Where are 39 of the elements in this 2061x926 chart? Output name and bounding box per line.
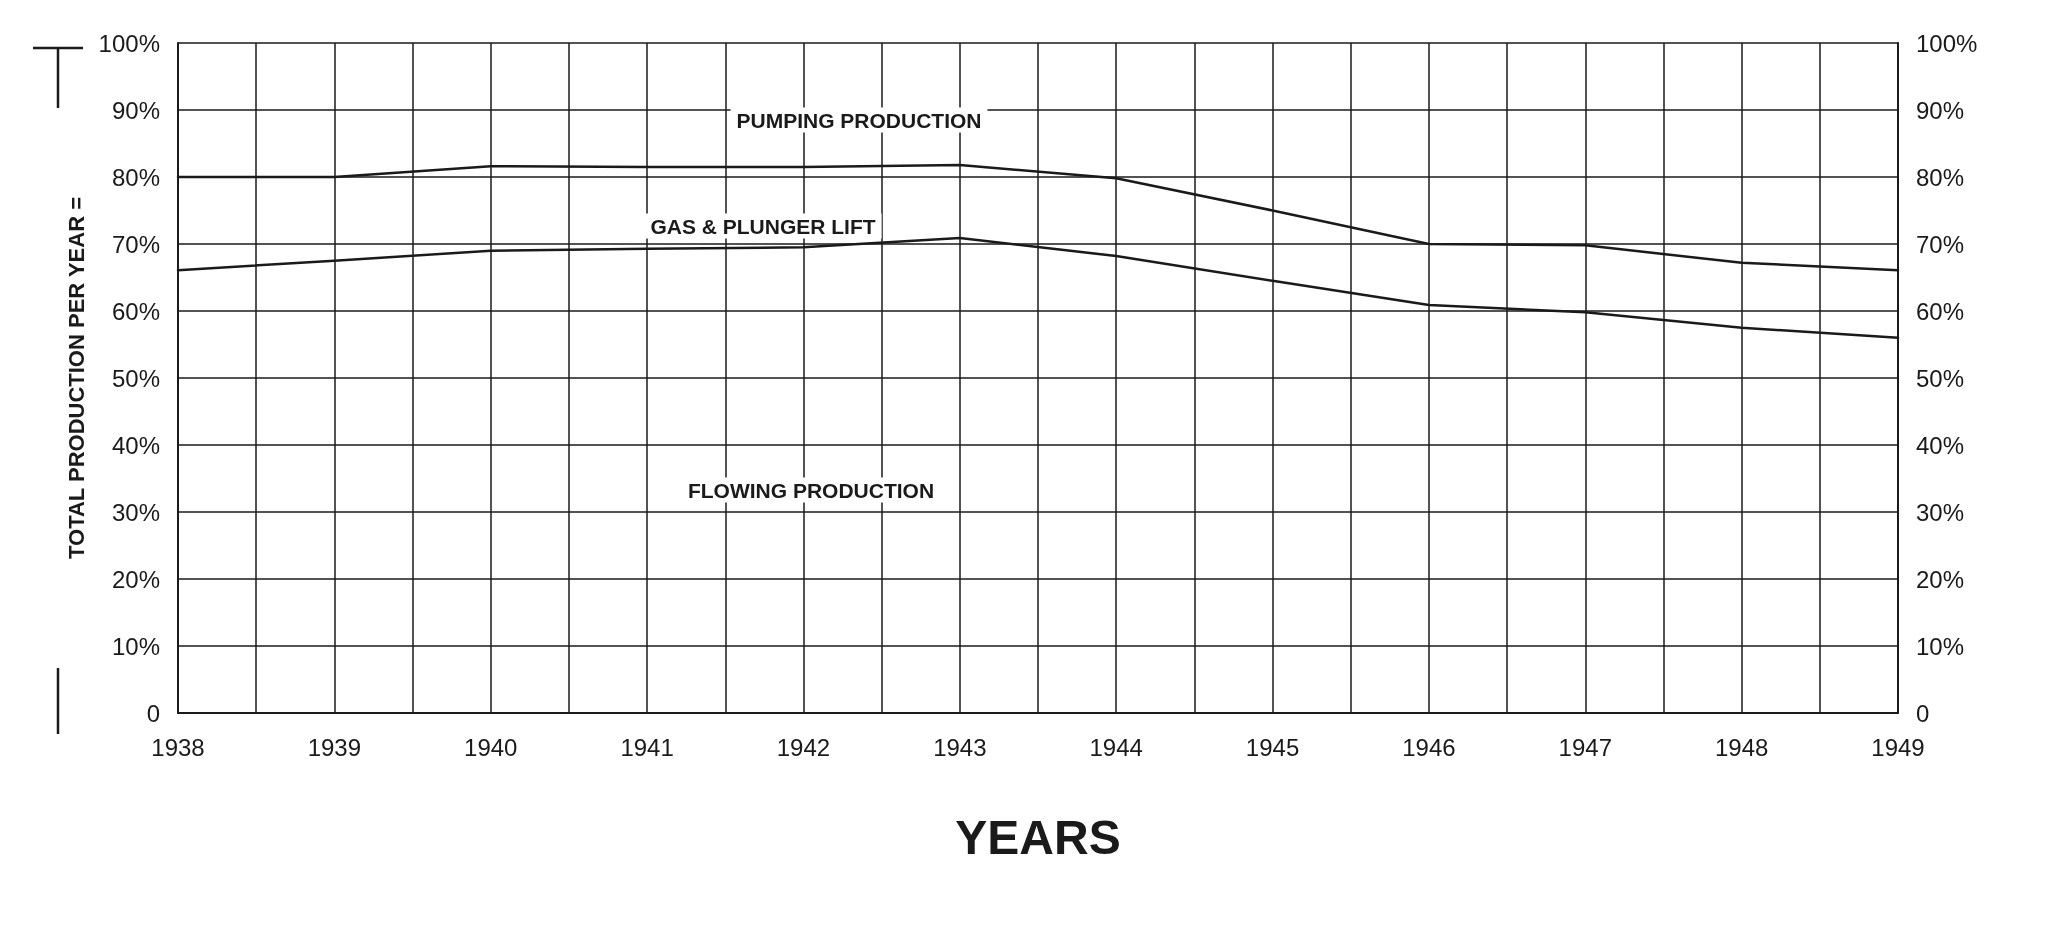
- y-tick-label: 70%: [111, 230, 160, 258]
- x-tick-label: 1939: [307, 733, 362, 761]
- x-tick-label: 1944: [1089, 733, 1143, 761]
- x-tick-label: 1943: [933, 733, 987, 761]
- x-tick-label: 1941: [620, 733, 674, 761]
- y2-tick-label: 20%: [1916, 565, 1965, 593]
- y-tick-label: 40%: [111, 431, 160, 459]
- y2-tick-label: 30%: [1916, 498, 1965, 526]
- y-tick-label: 10%: [111, 632, 160, 660]
- y2-tick-label: 100%: [1916, 29, 1978, 57]
- y-tick-label: 60%: [111, 297, 160, 325]
- x-tick-label: 1938: [151, 733, 205, 761]
- annotation: PUMPING PRODUCTION: [736, 108, 982, 132]
- y2-tick-label: 50%: [1916, 364, 1965, 392]
- y-tick-label: 50%: [111, 364, 160, 392]
- y-tick-label: 0: [146, 699, 160, 727]
- x-tick-label: 1945: [1245, 733, 1300, 761]
- x-tick-label: 1949: [1871, 733, 1925, 761]
- y-axis-title: TOTAL PRODUCTION PER YEAR =: [64, 196, 90, 560]
- x-axis-title: YEARS: [955, 810, 1121, 864]
- y-tick-label: 90%: [111, 96, 160, 124]
- x-tick-label: 1947: [1558, 733, 1612, 761]
- x-tick-label: 1946: [1402, 733, 1456, 761]
- annotation: GAS & PLUNGER LIFT: [650, 214, 876, 238]
- y2-tick-label: 80%: [1916, 163, 1965, 191]
- y2-tick-label: 40%: [1916, 431, 1965, 459]
- annotation: FLOWING PRODUCTION: [687, 478, 935, 502]
- y2-tick-label: 70%: [1916, 230, 1965, 258]
- x-tick-label: 1942: [776, 733, 831, 761]
- y-tick-label: 30%: [111, 498, 160, 526]
- y-tick-label: 80%: [111, 163, 160, 191]
- y2-tick-label: 90%: [1916, 96, 1965, 124]
- x-tick-label: 1948: [1714, 733, 1769, 761]
- x-tick-label: 1940: [464, 733, 518, 761]
- y-tick-label: 100%: [98, 29, 160, 57]
- y2-tick-label: 10%: [1916, 632, 1965, 660]
- y2-tick-label: 60%: [1916, 297, 1965, 325]
- y-tick-label: 20%: [111, 565, 160, 593]
- y2-tick-label: 0: [1916, 699, 1930, 727]
